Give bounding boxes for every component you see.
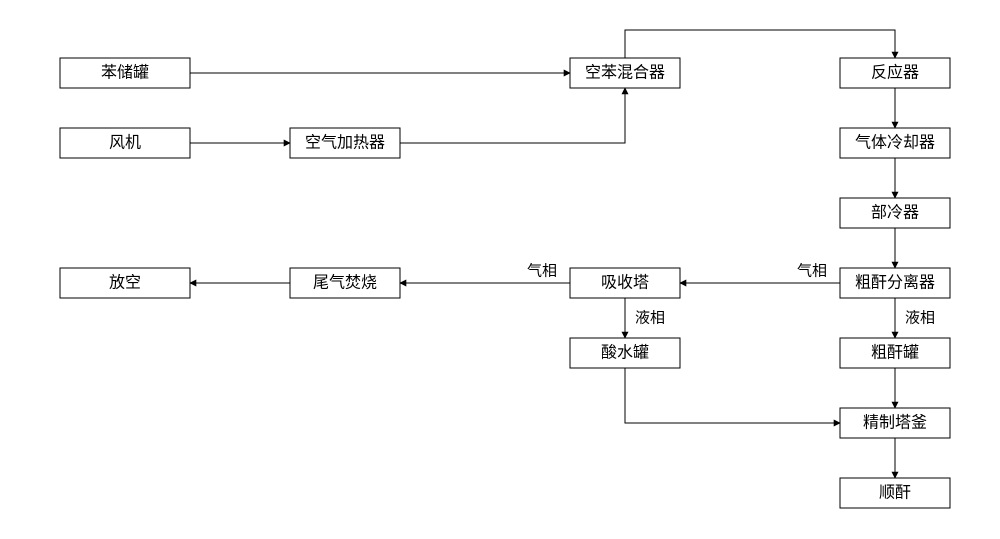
node-label-vent: 放空 [109,274,141,292]
node-label-mixer: 空苯混合器 [585,64,665,82]
node-label-air_heater: 空气加热器 [305,134,385,152]
edge-acid_water-refine_still [625,368,840,423]
node-label-partial_cond: 部冷器 [871,204,919,222]
node-label-benzene_tank: 苯储罐 [101,64,149,82]
node-label-absorber: 吸收塔 [601,274,649,292]
edge-air_heater-mixer [400,88,625,143]
node-label-fan: 风机 [109,134,141,152]
node-label-reactor: 反应器 [871,63,919,82]
edge-mixer-reactor [625,30,895,58]
node-label-crude_sep: 粗酐分离器 [855,274,935,292]
node-label-gas_cooler: 气体冷却器 [855,134,935,152]
edge-label-crude_sep-crude_tank: 液相 [905,310,935,327]
node-label-product: 顺酐 [879,484,911,502]
node-label-refine_still: 精制塔釜 [863,414,927,432]
node-label-crude_tank: 粗酐罐 [871,344,919,362]
edge-label-absorber-tail_burn: 气相 [527,263,557,280]
node-label-acid_water: 酸水罐 [601,344,649,362]
node-label-tail_burn: 尾气焚烧 [313,274,377,292]
flowchart-canvas: 苯储罐风机 空气加热器 空苯混合器 反应器气体冷却器部冷器粗酐分离器粗酐罐精制塔釜顺酐… [0,0,1000,539]
edge-label-crude_sep-absorber: 气相 [797,263,827,280]
edge-label-absorber-acid_water: 液相 [635,310,665,327]
